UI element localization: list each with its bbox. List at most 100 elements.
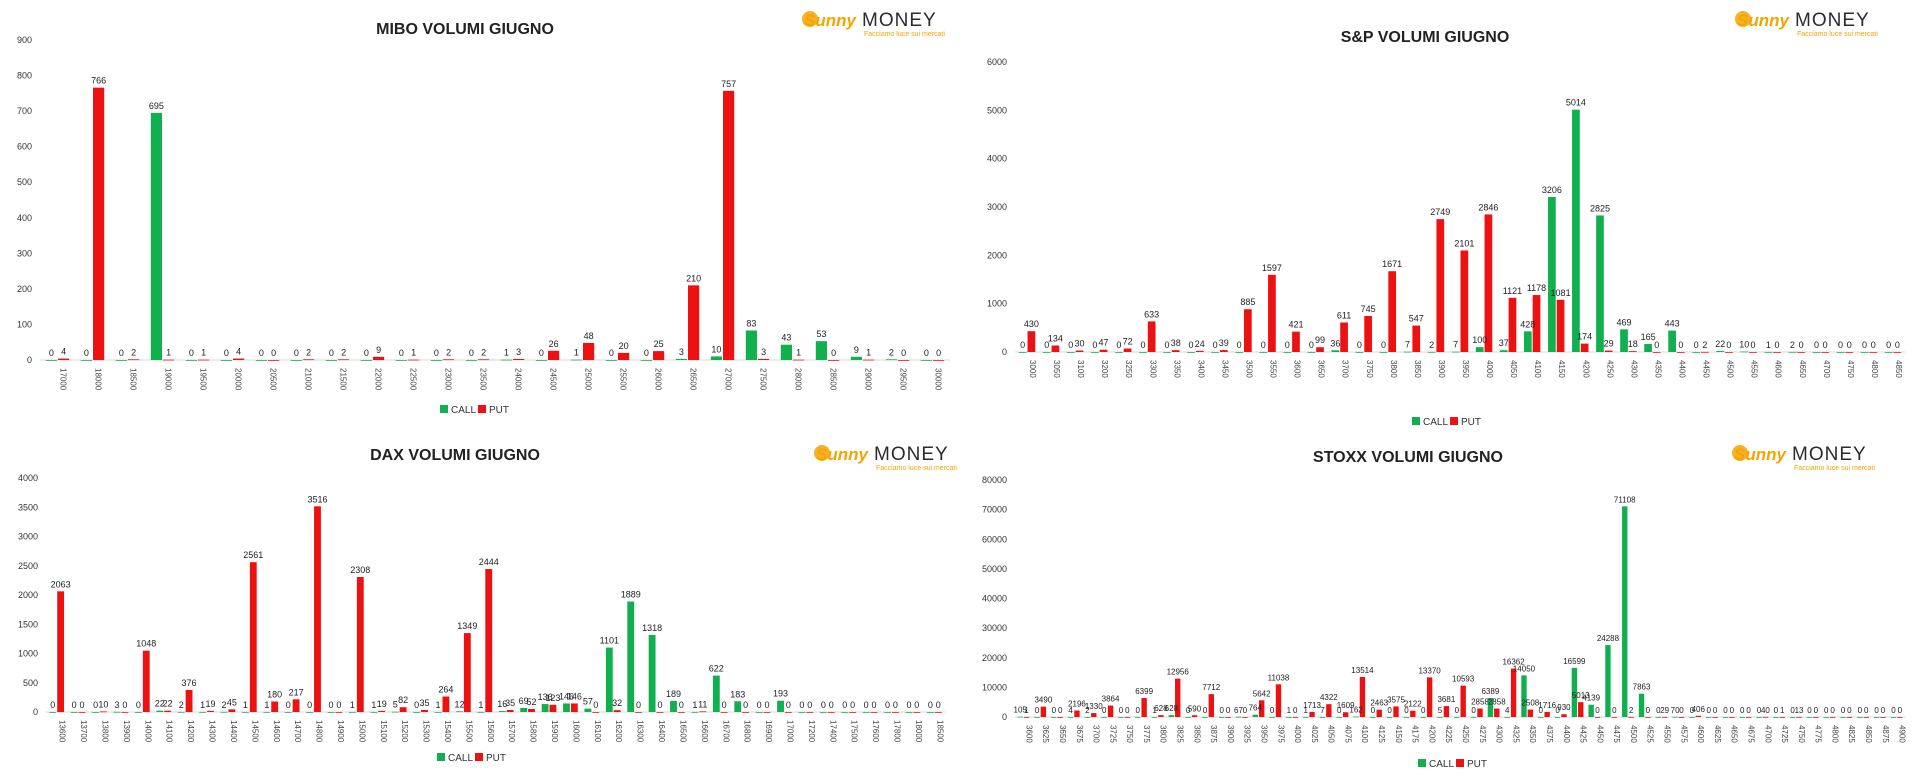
bar-put [1813, 717, 1819, 718]
bar-put [1436, 219, 1445, 352]
bar-put [1797, 352, 1805, 353]
bar-put [1075, 350, 1084, 352]
data-label-call: 0 [644, 348, 649, 358]
data-label-call: 0 [1164, 340, 1169, 350]
x-tick-label: 17800 [892, 720, 901, 743]
bar-call [1118, 717, 1124, 718]
bar-put [1578, 702, 1584, 717]
bar-call [1034, 717, 1040, 718]
bar-call [1370, 717, 1376, 718]
data-label-call: 162 [1349, 706, 1363, 715]
chart-title: S&P VOLUMI GIUGNO [1341, 29, 1510, 46]
bar-call [70, 712, 78, 713]
bar-put [1779, 716, 1785, 718]
bar-put [849, 712, 857, 713]
x-tick-label: 4175 [1411, 725, 1420, 743]
data-label-put: 2 [1702, 340, 1707, 350]
bar-call [1644, 344, 1652, 352]
legend-label-put: PUT [1467, 759, 1487, 770]
data-label-put: 2 [446, 347, 451, 357]
bar-call [1355, 352, 1364, 353]
bar-put [1662, 716, 1668, 718]
data-label-call: 0 [1371, 706, 1376, 715]
data-label-call: 0 [885, 700, 890, 710]
x-tick-label: 16500 [678, 720, 687, 743]
bar-call [1259, 352, 1268, 353]
bar-put [1749, 352, 1757, 353]
x-tick-label: 4850 [1894, 360, 1903, 378]
y-tick-label: 3500 [18, 502, 38, 512]
data-label-put: 0 [914, 700, 919, 710]
x-tick-label: 16100 [593, 720, 602, 743]
data-label-call: 0 [1824, 706, 1829, 715]
sun-icon [814, 445, 830, 461]
data-label-call: 2 [1085, 706, 1090, 715]
data-label-put: 2561 [243, 550, 263, 560]
bar-put [1460, 685, 1466, 717]
data-label-call: 0 [1891, 706, 1896, 715]
data-label-call: 83 [746, 318, 756, 328]
data-label-put: 0 [679, 700, 684, 710]
data-label-call: 0 [1421, 706, 1426, 715]
data-label-call: 10 [711, 344, 721, 354]
x-tick-label: 4825 [1847, 725, 1856, 743]
bar-call [1840, 717, 1846, 718]
data-label-put: 0 [1864, 706, 1869, 715]
data-label-call: 0 [119, 348, 124, 358]
data-label-call: 0 [842, 700, 847, 710]
data-label-put: 24 [1195, 339, 1205, 349]
x-tick-label: 4350 [1653, 360, 1662, 378]
bar-put [1091, 713, 1097, 717]
bar-call [1836, 352, 1845, 353]
bar-call [1235, 716, 1242, 718]
x-tick-label: 4100 [1533, 360, 1542, 378]
bar-put [1141, 698, 1147, 717]
x-tick-label: 4450 [1702, 360, 1711, 378]
data-label-call: 0 [799, 700, 804, 710]
bar-put [870, 712, 878, 713]
bar-put [1725, 352, 1733, 353]
bar-call [1187, 352, 1195, 353]
bar-call [1739, 717, 1745, 718]
bar-call [220, 360, 232, 361]
data-label-put: 1 [1780, 706, 1785, 715]
x-tick-label: 4325 [1511, 725, 1520, 743]
bar-call [306, 712, 314, 713]
sun-icon [1732, 445, 1748, 461]
bar-call [1523, 331, 1532, 352]
logo-brand-money: MONEY [862, 10, 937, 31]
bar-call [755, 712, 763, 713]
bar-call [1331, 350, 1340, 352]
data-label-put: 1 [201, 348, 206, 358]
data-label-put: 29 [1604, 339, 1614, 349]
data-label-put: 0 [1823, 340, 1828, 350]
data-label-put: 2 [481, 347, 486, 357]
sun-icon [1735, 11, 1751, 27]
data-label-call: 2 [889, 347, 894, 357]
x-tick-label: 4025 [1310, 725, 1319, 743]
bar-put [1195, 350, 1204, 352]
x-tick-label: 3400 [1196, 360, 1205, 378]
x-tick-label: 3850 [1192, 725, 1201, 743]
x-tick-label: 4250 [1461, 725, 1470, 743]
bar-put [1158, 715, 1164, 717]
legend-label-call: CALL [448, 753, 473, 764]
data-label-put: 1671 [1382, 259, 1402, 269]
bar-call [1115, 352, 1123, 353]
bar-call [1692, 352, 1701, 353]
sunny-money-logo: Sunny MONEY Facciamo luce sui mercati [1730, 440, 1880, 479]
bar-call [1185, 717, 1191, 718]
x-tick-label: 15100 [379, 720, 388, 743]
bar-call [1638, 693, 1645, 717]
x-tick-label: 18000 [94, 368, 103, 391]
bar-put [863, 359, 875, 361]
bar-put [513, 358, 525, 360]
data-label-put: 0 [1847, 340, 1852, 350]
bar-call [1538, 717, 1544, 718]
bar-put [827, 712, 835, 713]
x-tick-label: 27500 [759, 368, 768, 391]
data-label-put: 30 [1074, 339, 1084, 349]
bar-call [584, 708, 592, 712]
logo-brand-sunny: Sunny [1734, 445, 1787, 464]
data-label-call: 2 [179, 700, 184, 710]
